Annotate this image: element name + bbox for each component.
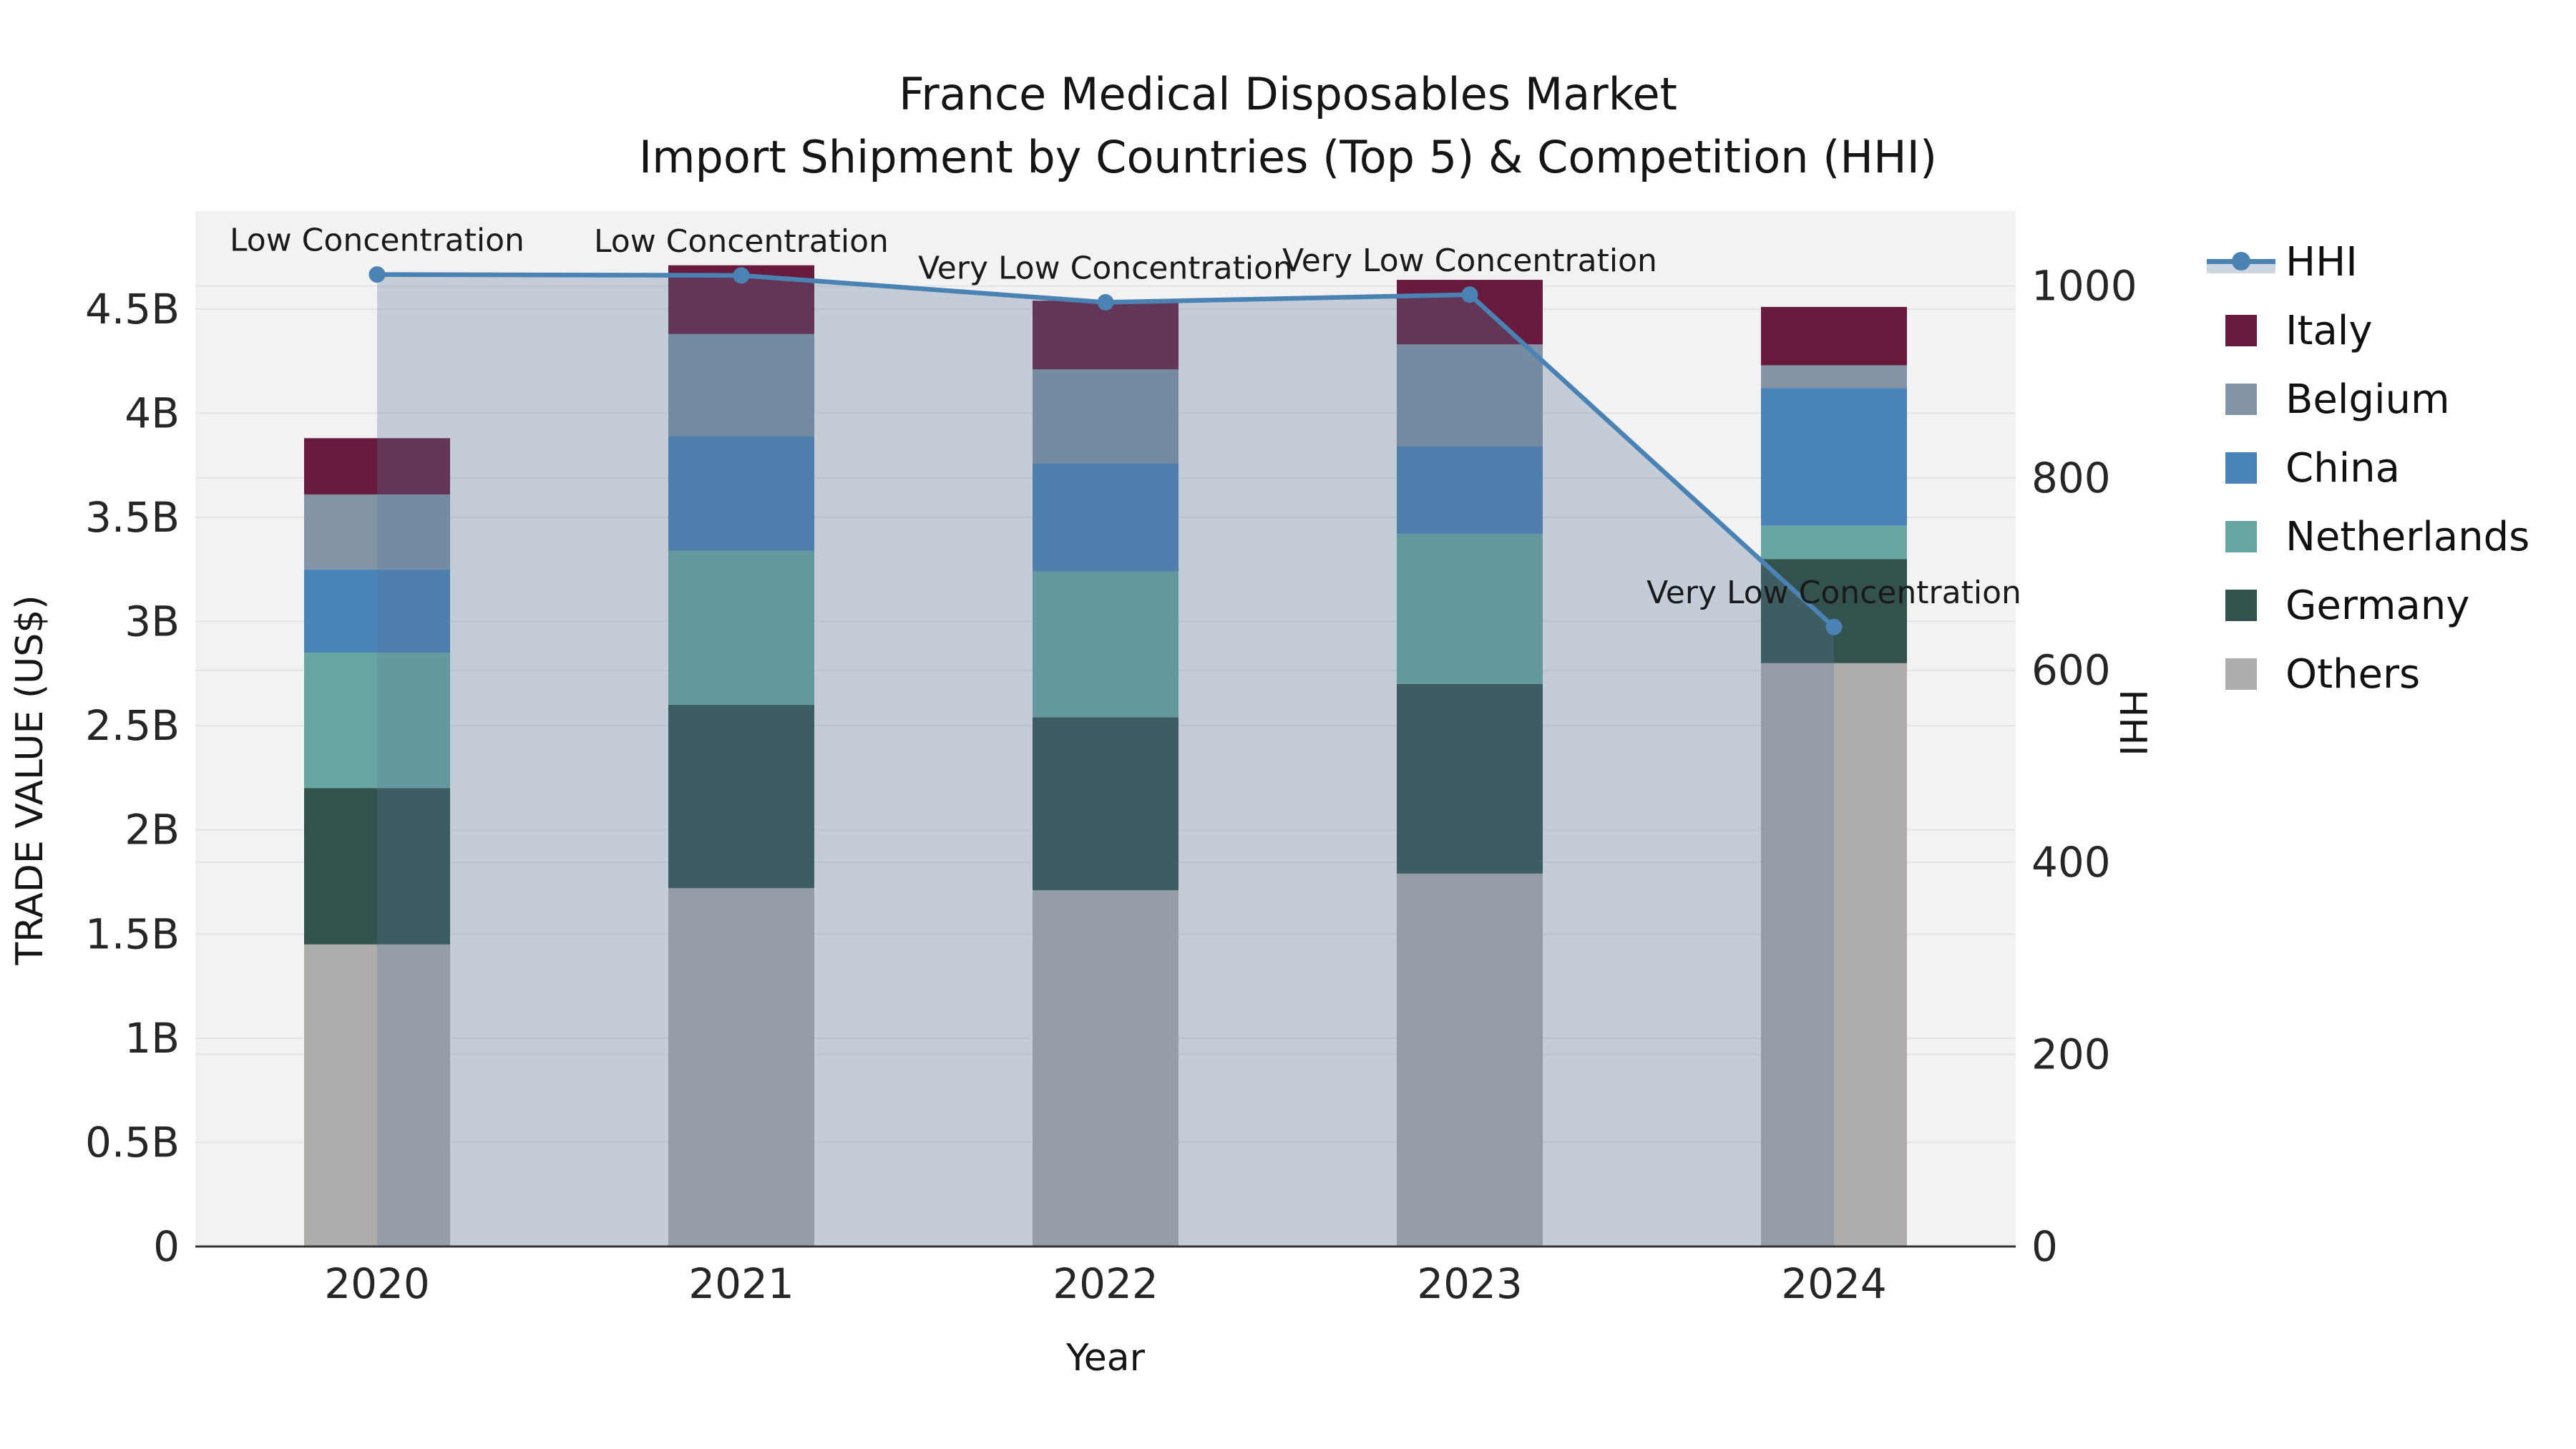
- legend-label-belgium: Belgium: [2285, 376, 2450, 423]
- legend-swatch-belgium: [2225, 384, 2257, 415]
- bar-segment-2024-belgium: [1761, 365, 1907, 389]
- y-tick-right-1000: 1000: [2031, 262, 2137, 311]
- legend-item-others: Others: [2207, 640, 2529, 708]
- hhi-line-sample-icon: [2207, 240, 2275, 283]
- annotation-2020: Low Concentration: [230, 223, 525, 259]
- y-tick-right-0: 0: [2031, 1222, 2058, 1271]
- bar-segment-2020-others: [304, 944, 450, 1246]
- x-axis-label: Year: [1065, 1337, 1146, 1380]
- annotation-2023: Very Low Concentration: [1282, 243, 1657, 279]
- y-tick-left-0: 0: [153, 1222, 180, 1271]
- y-tick-left-3.5B: 3.5B: [85, 493, 180, 542]
- legend-label-hhi: HHI: [2285, 238, 2358, 286]
- legend-item-germany: Germany: [2207, 571, 2529, 640]
- bar-segment-2023-germany: [1397, 683, 1543, 874]
- x-tick-2020: 2020: [324, 1259, 430, 1308]
- hhi-marker-2022: [1097, 294, 1114, 311]
- y-tick-left-2B: 2B: [125, 806, 180, 854]
- legend-swatch-netherlands: [2225, 521, 2257, 552]
- legend: HHI Italy Belgium China Netherlands Germany Ot…: [2207, 228, 2529, 708]
- bar-segment-2023-china: [1397, 446, 1543, 535]
- hhi-marker-swatch: [2232, 252, 2250, 270]
- annotation-2021: Low Concentration: [594, 223, 889, 260]
- hhi-marker-2024: [1825, 618, 1843, 635]
- bar-segment-2024-others: [1761, 663, 1907, 1246]
- hhi-marker-2020: [369, 266, 386, 283]
- hhi-area-fill: [377, 274, 1834, 1247]
- legend-swatch-germany: [2225, 590, 2257, 621]
- x-tick-2023: 2023: [1417, 1259, 1523, 1308]
- bar-segment-2021-germany: [668, 705, 814, 889]
- y-tick-left-0.5B: 0.5B: [85, 1118, 180, 1166]
- bar-segment-2021-netherlands: [668, 550, 814, 706]
- bar-segment-2020-china: [304, 569, 450, 653]
- bar-segment-2021-belgium: [668, 333, 814, 436]
- annotation-2022: Very Low Concentration: [918, 250, 1293, 287]
- x-tick-2021: 2021: [688, 1259, 794, 1308]
- bar-segment-2024-germany: [1761, 559, 1907, 663]
- y-tick-left-3B: 3B: [125, 597, 180, 646]
- bar-segment-2022-china: [1033, 463, 1179, 572]
- legend-swatch-italy: [2225, 315, 2257, 346]
- chart-title: France Medical Disposables Market Import…: [0, 63, 2576, 189]
- y-tick-left-1.5B: 1.5B: [85, 909, 180, 958]
- bar-segment-2024-china: [1761, 388, 1907, 526]
- legend-item-netherlands: Netherlands: [2207, 502, 2529, 571]
- y-tick-left-4B: 4B: [125, 389, 180, 437]
- legend-item-italy: Italy: [2207, 296, 2529, 365]
- y-tick-right-800: 800: [2031, 454, 2111, 502]
- chart-title-line1: France Medical Disposables Market: [899, 68, 1677, 120]
- y-tick-left-4.5B: 4.5B: [85, 285, 180, 333]
- legend-swatch-china: [2225, 452, 2257, 484]
- bar-segment-2022-italy: [1033, 301, 1179, 370]
- bar-segment-2022-netherlands: [1033, 571, 1179, 718]
- bar-segment-2023-belgium: [1397, 344, 1543, 447]
- bar-segment-2021-china: [668, 436, 814, 551]
- legend-label-china: China: [2285, 444, 2400, 492]
- legend-label-germany: Germany: [2285, 582, 2470, 629]
- bar-segment-2024-italy: [1761, 306, 1907, 366]
- bar-segment-2020-netherlands: [304, 653, 450, 789]
- legend-label-others: Others: [2285, 650, 2421, 698]
- legend-item-belgium: Belgium: [2207, 365, 2529, 434]
- bar-segment-2022-germany: [1033, 717, 1179, 891]
- x-tick-2022: 2022: [1053, 1259, 1158, 1308]
- annotation-2024: Very Low Concentration: [1646, 575, 2021, 611]
- legend-swatch-others: [2225, 658, 2257, 690]
- bar-segment-2022-belgium: [1033, 369, 1179, 464]
- legend-item-hhi: HHI: [2207, 228, 2529, 296]
- y-tick-left-2.5B: 2.5B: [85, 701, 180, 750]
- hhi-marker-2023: [1461, 286, 1478, 303]
- legend-label-netherlands: Netherlands: [2285, 513, 2530, 560]
- bar-segment-2020-belgium: [304, 494, 450, 570]
- legend-label-italy: Italy: [2285, 307, 2373, 354]
- y-tick-right-400: 400: [2031, 838, 2111, 887]
- bar-segment-2023-netherlands: [1397, 534, 1543, 684]
- y-tick-left-1B: 1B: [125, 1014, 180, 1063]
- bar-segment-2020-germany: [304, 788, 450, 945]
- bar-segment-2020-italy: [304, 438, 450, 494]
- y-tick-right-200: 200: [2031, 1030, 2111, 1079]
- x-tick-2024: 2024: [1781, 1259, 1887, 1308]
- chart-title-line2: Import Shipment by Countries (Top 5) & C…: [638, 131, 1938, 183]
- legend-item-china: China: [2207, 434, 2529, 502]
- y-tick-right-600: 600: [2031, 646, 2111, 695]
- bar-segment-2022-others: [1033, 890, 1179, 1246]
- bar-segment-2023-others: [1397, 873, 1543, 1246]
- hhi-marker-2021: [733, 267, 750, 284]
- bar-segment-2024-netherlands: [1761, 525, 1907, 560]
- bar-segment-2021-others: [668, 888, 814, 1246]
